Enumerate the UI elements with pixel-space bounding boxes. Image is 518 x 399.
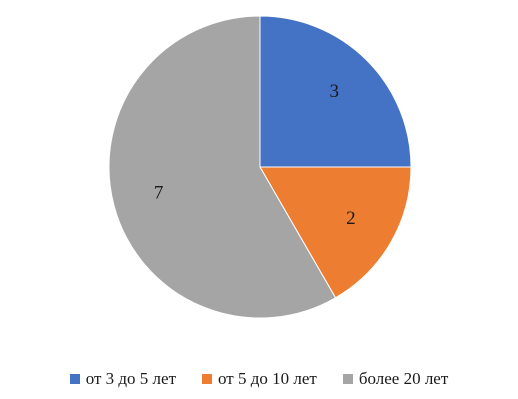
chart-legend: от 3 до 5 лет от 5 до 10 лет более 20 ле…	[0, 366, 518, 392]
legend-swatch-1	[202, 374, 213, 384]
pie-slice-1	[259, 166, 412, 299]
data-label-0: 3	[329, 81, 339, 102]
pie-slice-2	[108, 15, 337, 319]
pie-chart-plot: 3 2 7	[108, 15, 412, 319]
legend-item-2: более 20 лет	[342, 369, 449, 389]
legend-swatch-2	[342, 374, 353, 384]
data-label-1: 2	[346, 208, 356, 229]
pie-data-labels: 3 2 7	[154, 81, 356, 229]
legend-label-1: от 5 до 10 лет	[218, 369, 317, 388]
legend-label-0: от 3 до 5 лет	[85, 369, 177, 388]
legend-item-0: от 3 до 5 лет	[69, 369, 177, 389]
data-label-2: 7	[154, 183, 164, 204]
pie-slice-0	[259, 15, 412, 168]
legend-swatch-0	[69, 374, 80, 384]
legend-label-2: более 20 лет	[358, 369, 449, 388]
legend-item-1: от 5 до 10 лет	[202, 369, 317, 389]
pie-slices	[108, 15, 412, 319]
